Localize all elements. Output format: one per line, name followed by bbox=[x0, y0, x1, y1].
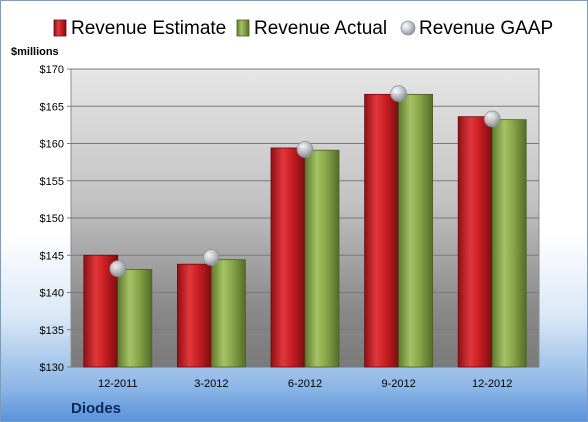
y-tick-label: $155 bbox=[40, 176, 64, 188]
y-tick-label: $165 bbox=[40, 101, 64, 113]
legend-swatch bbox=[400, 20, 416, 36]
x-tick-label: 6-2012 bbox=[288, 378, 322, 390]
y-tick-label: $135 bbox=[40, 325, 64, 337]
company-label: Diodes bbox=[71, 400, 121, 417]
bar-revenue-estimate bbox=[364, 93, 400, 368]
y-tick-label: $145 bbox=[40, 250, 64, 262]
bar-revenue-actual bbox=[210, 259, 246, 368]
legend-label: Revenue GAAP bbox=[419, 18, 553, 39]
y-axis-label: $millions bbox=[11, 46, 59, 58]
bar-revenue-estimate bbox=[270, 147, 306, 368]
gaap-marker bbox=[202, 249, 220, 266]
x-tick-label: 12-2012 bbox=[472, 378, 512, 390]
y-tick-label: $170 bbox=[40, 64, 64, 76]
x-tick-label: 9-2012 bbox=[381, 378, 415, 390]
y-axis-ticks: $130 $135 $140 $145 $150 $155 $160 $165 $170 bbox=[40, 64, 71, 374]
x-axis-ticks: 12-2011 3-2012 6-2012 9-2012 12-2012 bbox=[98, 378, 512, 390]
y-tick-label: $130 bbox=[40, 362, 64, 374]
bar-revenue-actual bbox=[304, 149, 340, 368]
gaap-marker bbox=[390, 85, 408, 102]
legend-label: Revenue Actual bbox=[254, 18, 387, 39]
y-tick-label: $150 bbox=[40, 213, 64, 225]
y-tick-label: $140 bbox=[40, 288, 64, 300]
legend-label: Revenue Estimate bbox=[71, 18, 226, 39]
bar-revenue-actual bbox=[398, 93, 434, 368]
legend-swatch bbox=[236, 19, 250, 37]
gaap-marker bbox=[296, 141, 314, 158]
bar-revenue-estimate bbox=[176, 263, 212, 368]
x-tick-label: 3-2012 bbox=[194, 378, 228, 390]
gaap-marker bbox=[109, 260, 127, 278]
legend: Revenue Estimate Revenue Actual Revenue GA… bbox=[53, 18, 553, 39]
gaap-marker bbox=[483, 110, 501, 128]
y-tick-label: $160 bbox=[40, 139, 64, 151]
gaap-markers bbox=[109, 85, 501, 278]
legend-swatch bbox=[53, 19, 67, 37]
x-tick-label: 12-2011 bbox=[98, 378, 138, 390]
bar-revenue-estimate bbox=[457, 116, 493, 368]
bar-revenue-actual bbox=[491, 119, 527, 368]
bar-revenue-actual bbox=[117, 269, 153, 368]
